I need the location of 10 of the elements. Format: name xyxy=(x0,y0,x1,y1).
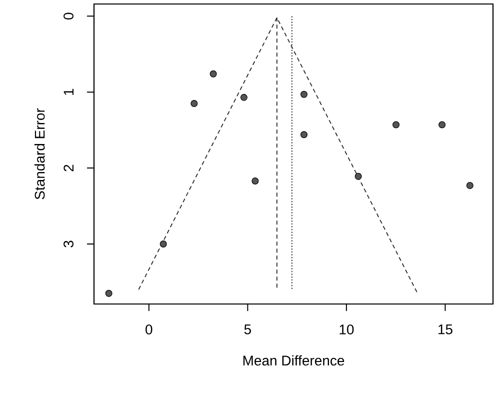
x-tick-label: 15 xyxy=(438,324,452,334)
x-tick-label: 0 xyxy=(146,324,152,334)
y-tick-label: 1 xyxy=(64,88,74,95)
y-tick-label: 2 xyxy=(64,164,74,172)
y-tick-label: 0 xyxy=(64,12,74,20)
x-axis-title: Mean Difference xyxy=(243,355,344,366)
y-tick-label: 3 xyxy=(64,240,74,248)
y-axis-title: Standard Error xyxy=(34,108,45,200)
x-tick-label: 5 xyxy=(244,324,251,334)
x-tick-label: 10 xyxy=(340,324,354,334)
